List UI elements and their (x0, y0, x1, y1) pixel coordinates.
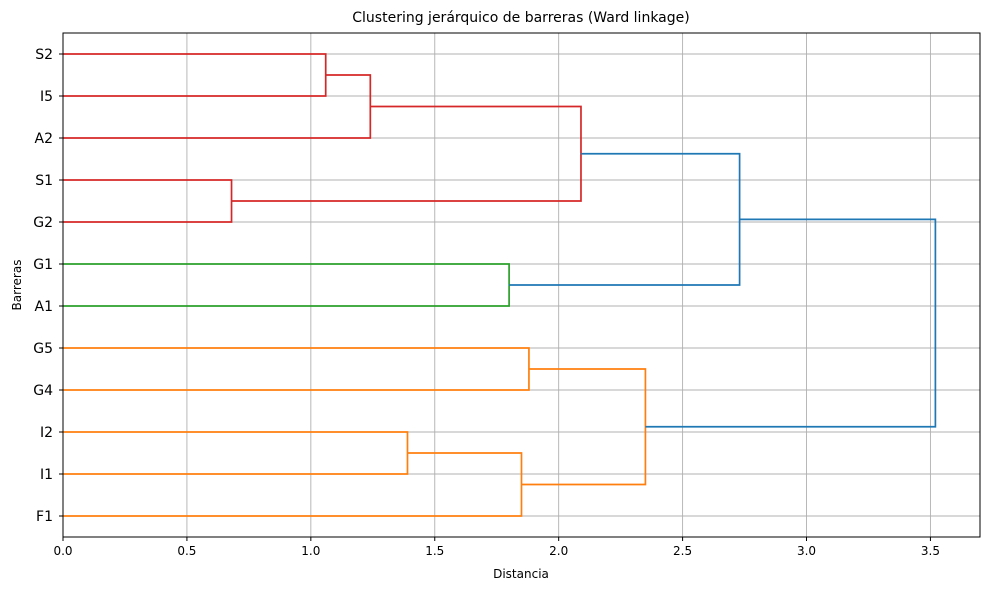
x-tick-label: 1.0 (301, 544, 320, 558)
dendrogram-link-c11 (645, 218, 937, 428)
leaf-label-F1: F1 (36, 509, 53, 525)
leaf-label-G1: G1 (33, 257, 53, 273)
x-tick-label: 1.5 (425, 544, 444, 558)
x-tick-label: 3.5 (921, 544, 940, 558)
x-axis-label: Distancia (493, 567, 549, 581)
leaf-label-I5: I5 (40, 89, 53, 105)
dendrogram-link-c1 (63, 53, 327, 97)
dendrogram-link-c8 (63, 431, 409, 475)
leaf-label-A1: A1 (35, 299, 53, 315)
leaf-label-I2: I2 (40, 425, 53, 441)
leaf-label-I1: I1 (40, 467, 53, 483)
x-tick-label: 2.5 (673, 544, 692, 558)
dendrogram-link-c6 (509, 152, 741, 286)
leaf-label-G5: G5 (33, 341, 53, 357)
dendrogram-link-c10 (521, 368, 647, 486)
dendrogram-link-c5 (63, 263, 510, 307)
leaf-label-S2: S2 (35, 47, 53, 63)
dendrogram-link-c9 (63, 452, 523, 517)
dendrogram-link-c4 (231, 105, 582, 202)
y-axis-label: Barreras (10, 260, 24, 311)
leaf-label-S1: S1 (35, 173, 53, 189)
x-tick-label: 3.0 (797, 544, 816, 558)
leaf-label-A2: A2 (35, 131, 53, 147)
y-axis-ticks: S2 I5 A2 S1 G2 G1 A1 G5 G4 I2 I1 F1 (33, 47, 63, 525)
x-tick-label: 0.5 (177, 544, 196, 558)
dendrogram-link-c3 (63, 179, 233, 223)
x-tick-label: 0.0 (53, 544, 72, 558)
leaf-label-G2: G2 (33, 215, 53, 231)
dendrogram-link-c7 (63, 347, 530, 391)
leaf-label-G4: G4 (33, 383, 53, 399)
chart-title: Clustering jerárquico de barreras (Ward … (352, 10, 689, 26)
links-layer (63, 53, 937, 517)
dendrogram-link-c2 (63, 74, 372, 139)
plot-frame (62, 32, 981, 538)
x-axis-ticks: 0.0 0.5 1.0 1.5 2.0 2.5 3.0 3.5 (53, 537, 940, 558)
x-tick-label: 2.0 (549, 544, 568, 558)
